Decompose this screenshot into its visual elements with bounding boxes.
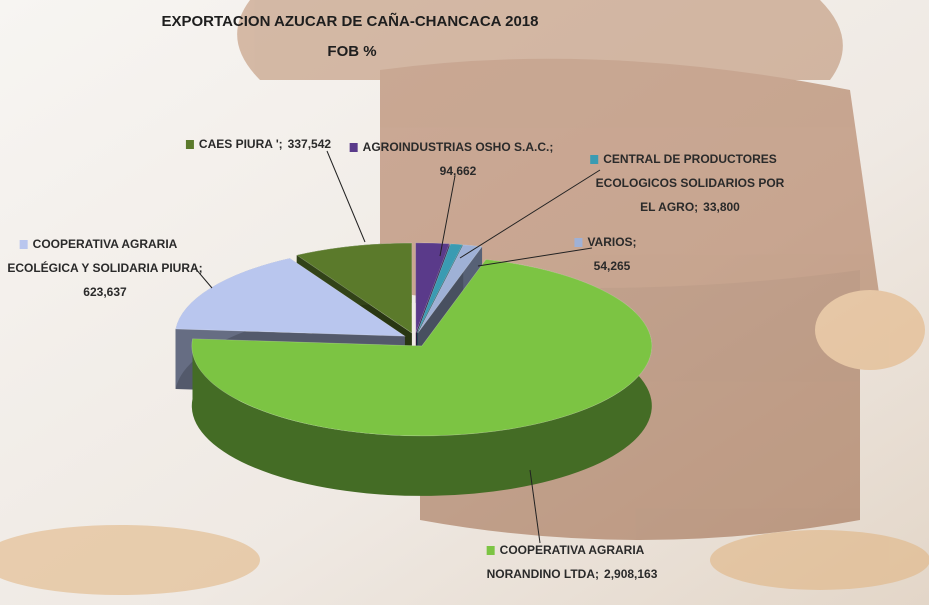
leader-line [477, 247, 593, 267]
value-label: 54,265 [594, 259, 631, 273]
data-label: AGROINDUSTRIAS OSHO S.A.C.; 94,662 [349, 140, 554, 178]
value-label: 2,908,163 [604, 567, 658, 581]
data-label: CAES PIURA '; 337,542 [185, 137, 332, 151]
chart-title: EXPORTACION AZUCAR DE CAÑA-CHANCACA 2018 [162, 12, 539, 30]
slice [191, 259, 653, 437]
data-label: COOPERATIVA AGRARIA ECOLÉGICA Y SOLIDARIA… [7, 237, 202, 299]
slice [415, 242, 450, 333]
slice [417, 244, 483, 334]
value-label: 337,542 [288, 137, 332, 151]
data-label: CENTRAL DE PRODUCTORES ECOLOGICOS SOLIDAR… [590, 152, 785, 214]
slice [416, 243, 463, 334]
chart-subtitle: FOB % [327, 43, 376, 60]
category-label: CAES PIURA '; [199, 137, 283, 151]
slice [296, 242, 413, 334]
leader-line [529, 469, 541, 544]
value-label: 623,637 [83, 285, 127, 299]
category-label: COOPERATIVA AGRARIA NORANDINO LTDA; [487, 543, 645, 581]
data-label: COOPERATIVA AGRARIA NORANDINO LTDA; 2,908,… [487, 543, 658, 581]
leader-line [194, 267, 213, 289]
value-label: 33,800 [703, 200, 740, 214]
legend-key [486, 546, 495, 555]
legend-key [590, 155, 599, 164]
leader-line [459, 169, 601, 259]
leader-line [326, 150, 366, 243]
value-label: 94,662 [440, 164, 477, 178]
category-label: COOPERATIVA AGRARIA ECOLÉGICA Y SOLIDARIA… [7, 237, 202, 275]
slice [175, 257, 406, 337]
category-label: CENTRAL DE PRODUCTORES ECOLOGICOS SOLIDAR… [596, 152, 785, 214]
legend-key [574, 238, 583, 247]
leader-line [439, 175, 456, 257]
legend-key [19, 240, 28, 249]
category-label: AGROINDUSTRIAS OSHO S.A.C.; [363, 140, 554, 154]
category-label: VARIOS; [587, 235, 636, 249]
data-label: VARIOS; 54,265 [574, 235, 637, 273]
legend-key [185, 140, 194, 149]
legend-key [349, 143, 358, 152]
